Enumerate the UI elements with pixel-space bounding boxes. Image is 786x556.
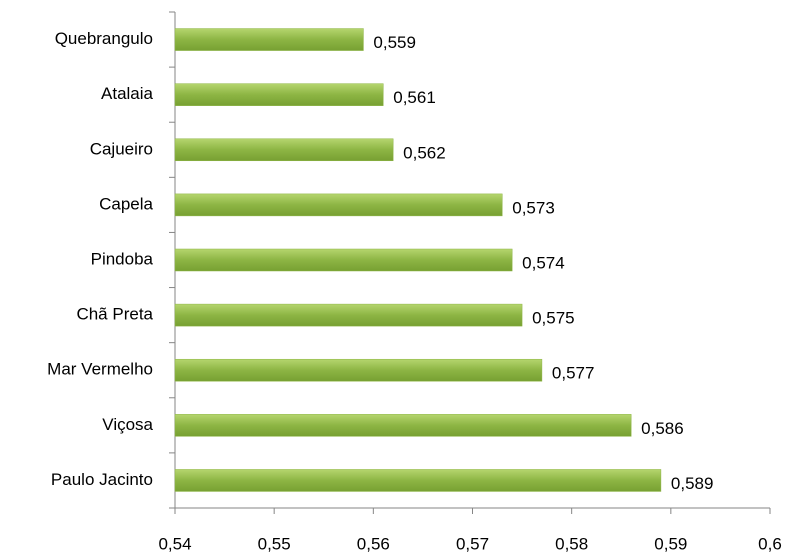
x-tick-label: 0,6 [758,534,782,553]
bar [174,469,662,492]
y-tick-label: Paulo Jacinto [51,470,153,489]
bar [174,248,513,272]
y-tick-label: Capela [99,194,153,213]
bar [174,138,394,162]
x-tick-label: 0,59 [654,534,687,553]
x-tick-label: 0,56 [357,534,390,553]
value-label: 0,589 [671,474,714,493]
value-label: 0,562 [403,143,446,162]
y-tick-label: Mar Vermelho [47,360,153,379]
value-label: 0,574 [522,253,565,272]
y-tick-label: Pindoba [91,249,154,268]
bar [174,303,523,327]
y-tick-label: Viçosa [102,415,153,434]
value-label: 0,559 [373,33,416,52]
bar [174,414,632,437]
bar [174,358,543,382]
value-label: 0,575 [532,309,575,328]
y-tick-label: Atalaia [101,84,154,103]
bar [174,193,503,217]
y-tick-label: Cajueiro [90,139,153,158]
value-label: 0,573 [512,198,555,217]
x-tick-label: 0,54 [158,534,191,553]
value-label: 0,561 [393,88,436,107]
bar [174,83,384,106]
bar [174,28,364,51]
x-tick-label: 0,57 [456,534,489,553]
y-tick-label: Chã Preta [76,305,153,324]
x-tick-label: 0,55 [258,534,291,553]
value-label: 0,577 [552,364,595,383]
y-tick-label: Quebrangulo [55,29,153,48]
value-label: 0,586 [641,419,684,438]
x-tick-label: 0,58 [555,534,588,553]
